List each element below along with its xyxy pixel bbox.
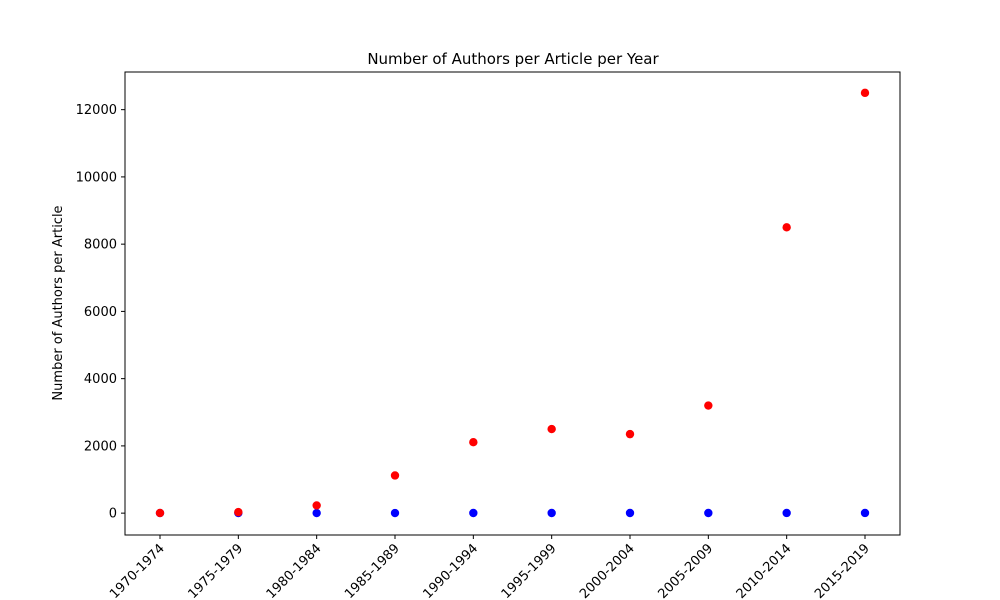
y-axis-label: Number of Authors per Article	[51, 205, 66, 400]
x-tick-label: 1990-1994	[420, 541, 481, 600]
data-point-series-1	[704, 508, 713, 518]
data-point-series-2	[234, 507, 243, 517]
y-tick-label: 6000	[84, 305, 117, 320]
data-point-series-2	[782, 223, 791, 232]
data-point-series-2	[312, 501, 321, 510]
y-tick-label: 4000	[84, 372, 117, 387]
data-point-series-2	[704, 401, 713, 410]
data-point-series-1	[390, 508, 400, 518]
y-axis-ticks: 0 2000 4000 6000 8000 10000 12000	[76, 103, 125, 522]
y-tick-label: 8000	[84, 238, 117, 253]
data-point-series-1	[625, 508, 635, 518]
y-tick-label: 0	[109, 507, 117, 522]
data-point-series-2	[390, 471, 400, 480]
y-tick-label: 10000	[76, 170, 117, 185]
data-point-series-1	[547, 508, 556, 518]
data-point-series-2	[469, 437, 478, 447]
chart-title: Number of Authors per Article per Year	[367, 50, 659, 68]
data-point-series-2	[860, 88, 870, 98]
data-point-series-2	[155, 508, 165, 518]
plot-area-frame	[124, 71, 901, 536]
y-tick-label: 2000	[84, 439, 117, 454]
data-point-series-2	[625, 429, 635, 439]
x-tick-label: 2010-2014	[734, 541, 795, 600]
data-point-series-1	[782, 508, 791, 518]
data-point-series-1	[469, 508, 478, 518]
x-tick-label: 2005-2009	[655, 541, 716, 600]
data-point-series-1	[860, 508, 870, 518]
x-tick-label: 1975-1979	[185, 541, 246, 600]
x-tick-label: 2015-2019	[812, 541, 873, 600]
x-tick-label: 1970-1974	[107, 541, 168, 600]
x-tick-label: 1995-1999	[499, 541, 560, 600]
data-point-series-1	[312, 508, 321, 518]
x-tick-label: 2000-2004	[577, 541, 638, 600]
x-tick-label: 1985-1989	[342, 541, 403, 600]
x-tick-label: 1980-1984	[264, 541, 325, 600]
data-point-series-2	[547, 424, 556, 434]
data-points	[155, 88, 870, 518]
y-tick-label: 12000	[76, 103, 117, 118]
x-axis-ticks: 1970-1974 1975-1979 1980-1984 1985-1989 1990…	[107, 535, 873, 600]
